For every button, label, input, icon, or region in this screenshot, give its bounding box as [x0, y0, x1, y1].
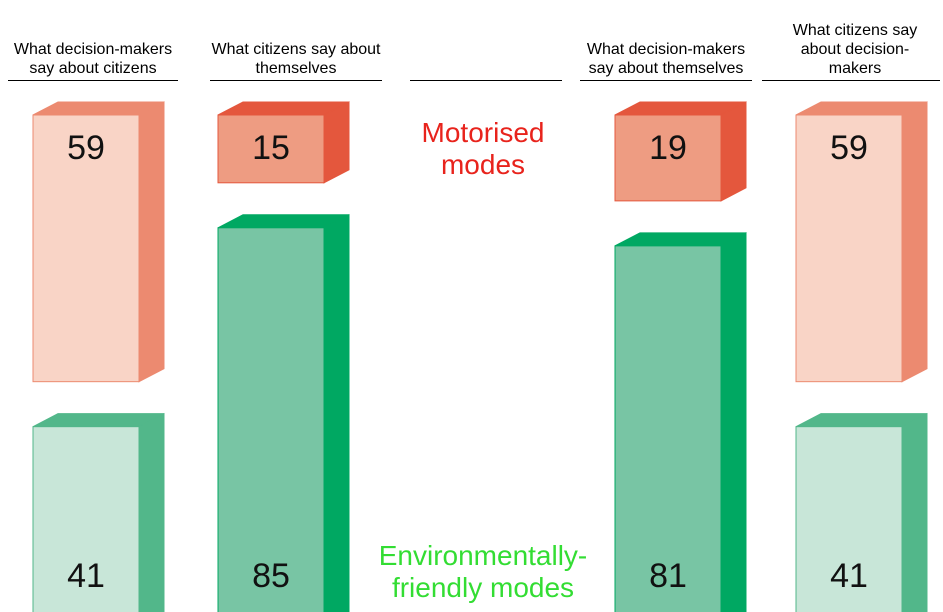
bar — [614, 232, 747, 612]
bar-front — [32, 426, 140, 612]
value-label: 59 — [830, 129, 868, 167]
value-label: 41 — [67, 557, 105, 595]
series-label: Motorised modes — [421, 117, 545, 180]
value-label: 85 — [252, 557, 290, 595]
bar-front — [614, 245, 722, 612]
bar-side — [720, 101, 747, 202]
bar-front — [32, 114, 140, 383]
bar-side — [901, 101, 928, 383]
bar-front — [795, 426, 903, 612]
column-header: What decision-makers say about themselve… — [586, 41, 746, 77]
bar-front — [614, 114, 722, 202]
value-label: 19 — [649, 129, 687, 167]
bar-side — [323, 101, 350, 184]
value-label: 15 — [252, 129, 290, 167]
bar — [614, 101, 747, 202]
bar — [795, 412, 928, 612]
bar — [32, 101, 165, 383]
column-header: What citizens say about themselves — [211, 41, 381, 77]
bar-front — [217, 114, 325, 184]
series-label: Environmentally-friendly modes — [378, 540, 588, 603]
bar-side — [138, 101, 165, 383]
bar-side — [720, 232, 747, 612]
bar-side — [901, 412, 928, 612]
bar — [795, 101, 928, 383]
bar — [217, 101, 350, 184]
column-header: What decision-makers say about citizens — [13, 41, 173, 77]
column-header: What citizens say about decision-makers — [792, 22, 918, 77]
bar-front — [217, 227, 325, 612]
bar — [217, 213, 350, 612]
bar-side — [323, 213, 350, 612]
bar-side — [138, 412, 165, 612]
bar-front — [795, 114, 903, 383]
value-label: 81 — [649, 557, 687, 595]
value-label: 59 — [67, 129, 105, 167]
bar — [32, 412, 165, 612]
value-label: 41 — [830, 557, 868, 595]
